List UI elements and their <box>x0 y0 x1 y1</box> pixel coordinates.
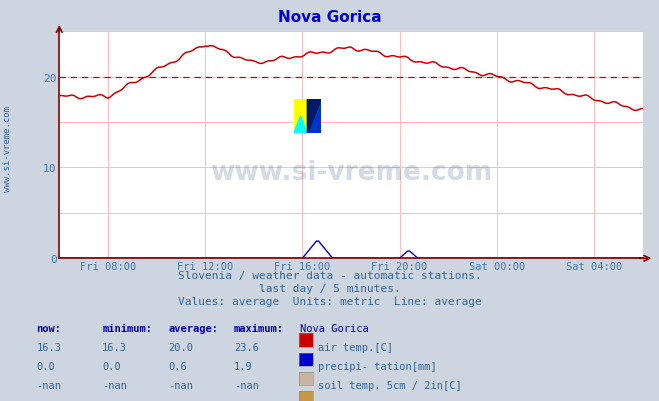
Text: www.si-vreme.com: www.si-vreme.com <box>3 105 13 191</box>
Text: -nan: -nan <box>234 400 259 401</box>
Text: -nan: -nan <box>168 381 193 391</box>
Text: -nan: -nan <box>168 400 193 401</box>
Text: 16.3: 16.3 <box>102 342 127 352</box>
Polygon shape <box>308 100 322 134</box>
Text: 0.0: 0.0 <box>36 361 55 371</box>
Text: -nan: -nan <box>102 381 127 391</box>
Text: soil temp. 5cm / 2in[C]: soil temp. 5cm / 2in[C] <box>318 381 462 391</box>
Text: -nan: -nan <box>36 400 61 401</box>
Text: 23.6: 23.6 <box>234 342 259 352</box>
Text: Slovenia / weather data - automatic stations.: Slovenia / weather data - automatic stat… <box>178 271 481 281</box>
Text: 1.9: 1.9 <box>234 361 252 371</box>
Text: Nova Gorica: Nova Gorica <box>300 323 368 333</box>
Polygon shape <box>294 100 308 134</box>
Text: 0.0: 0.0 <box>102 361 121 371</box>
Text: Nova Gorica: Nova Gorica <box>277 10 382 25</box>
Text: -nan: -nan <box>234 381 259 391</box>
Text: -nan: -nan <box>36 381 61 391</box>
Text: 0.6: 0.6 <box>168 361 186 371</box>
Text: www.si-vreme.com: www.si-vreme.com <box>210 160 492 186</box>
Text: now:: now: <box>36 323 61 333</box>
Text: Values: average  Units: metric  Line: average: Values: average Units: metric Line: aver… <box>178 296 481 306</box>
Polygon shape <box>294 117 308 134</box>
Text: average:: average: <box>168 323 218 333</box>
Text: soil temp. 10cm / 4in[C]: soil temp. 10cm / 4in[C] <box>318 400 469 401</box>
Text: 20.0: 20.0 <box>168 342 193 352</box>
Text: 16.3: 16.3 <box>36 342 61 352</box>
Text: -nan: -nan <box>102 400 127 401</box>
Text: minimum:: minimum: <box>102 323 152 333</box>
Text: air temp.[C]: air temp.[C] <box>318 342 393 352</box>
Text: last day / 5 minutes.: last day / 5 minutes. <box>258 284 401 294</box>
Text: precipi- tation[mm]: precipi- tation[mm] <box>318 361 437 371</box>
Text: maximum:: maximum: <box>234 323 284 333</box>
Polygon shape <box>308 100 322 134</box>
